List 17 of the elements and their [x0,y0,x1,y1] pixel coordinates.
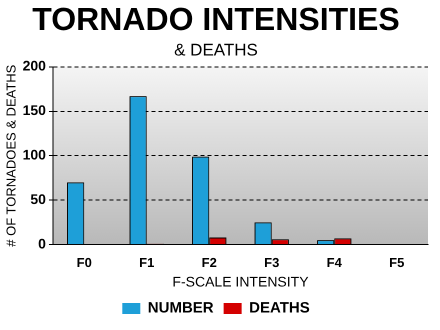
y-tick-label: 100 [22,146,46,163]
chart-subtitle: & DEATHS [174,40,258,60]
x-tick-label: F2 [202,254,217,270]
y-axis-title: # OF TORNADOES & DEATHS [3,64,18,247]
y-tick-label: 0 [38,235,46,252]
x-tick-label: F0 [76,254,92,270]
y-tick-label: 200 [22,58,46,74]
y-tick-label: 150 [22,102,46,118]
x-tick-label: F4 [326,254,343,270]
x-tick-label: F5 [389,254,404,270]
x-tick-label: F3 [264,254,280,270]
y-tick-label: 50 [30,191,46,208]
chart-title: TORNADO INTENSITIES [32,1,400,38]
x-axis-title: F-SCALE INTENSITY [172,273,310,290]
x-tick-label: F1 [139,254,154,270]
legend-label: DEATHS [249,300,310,317]
legend-label: NUMBER [148,300,214,317]
